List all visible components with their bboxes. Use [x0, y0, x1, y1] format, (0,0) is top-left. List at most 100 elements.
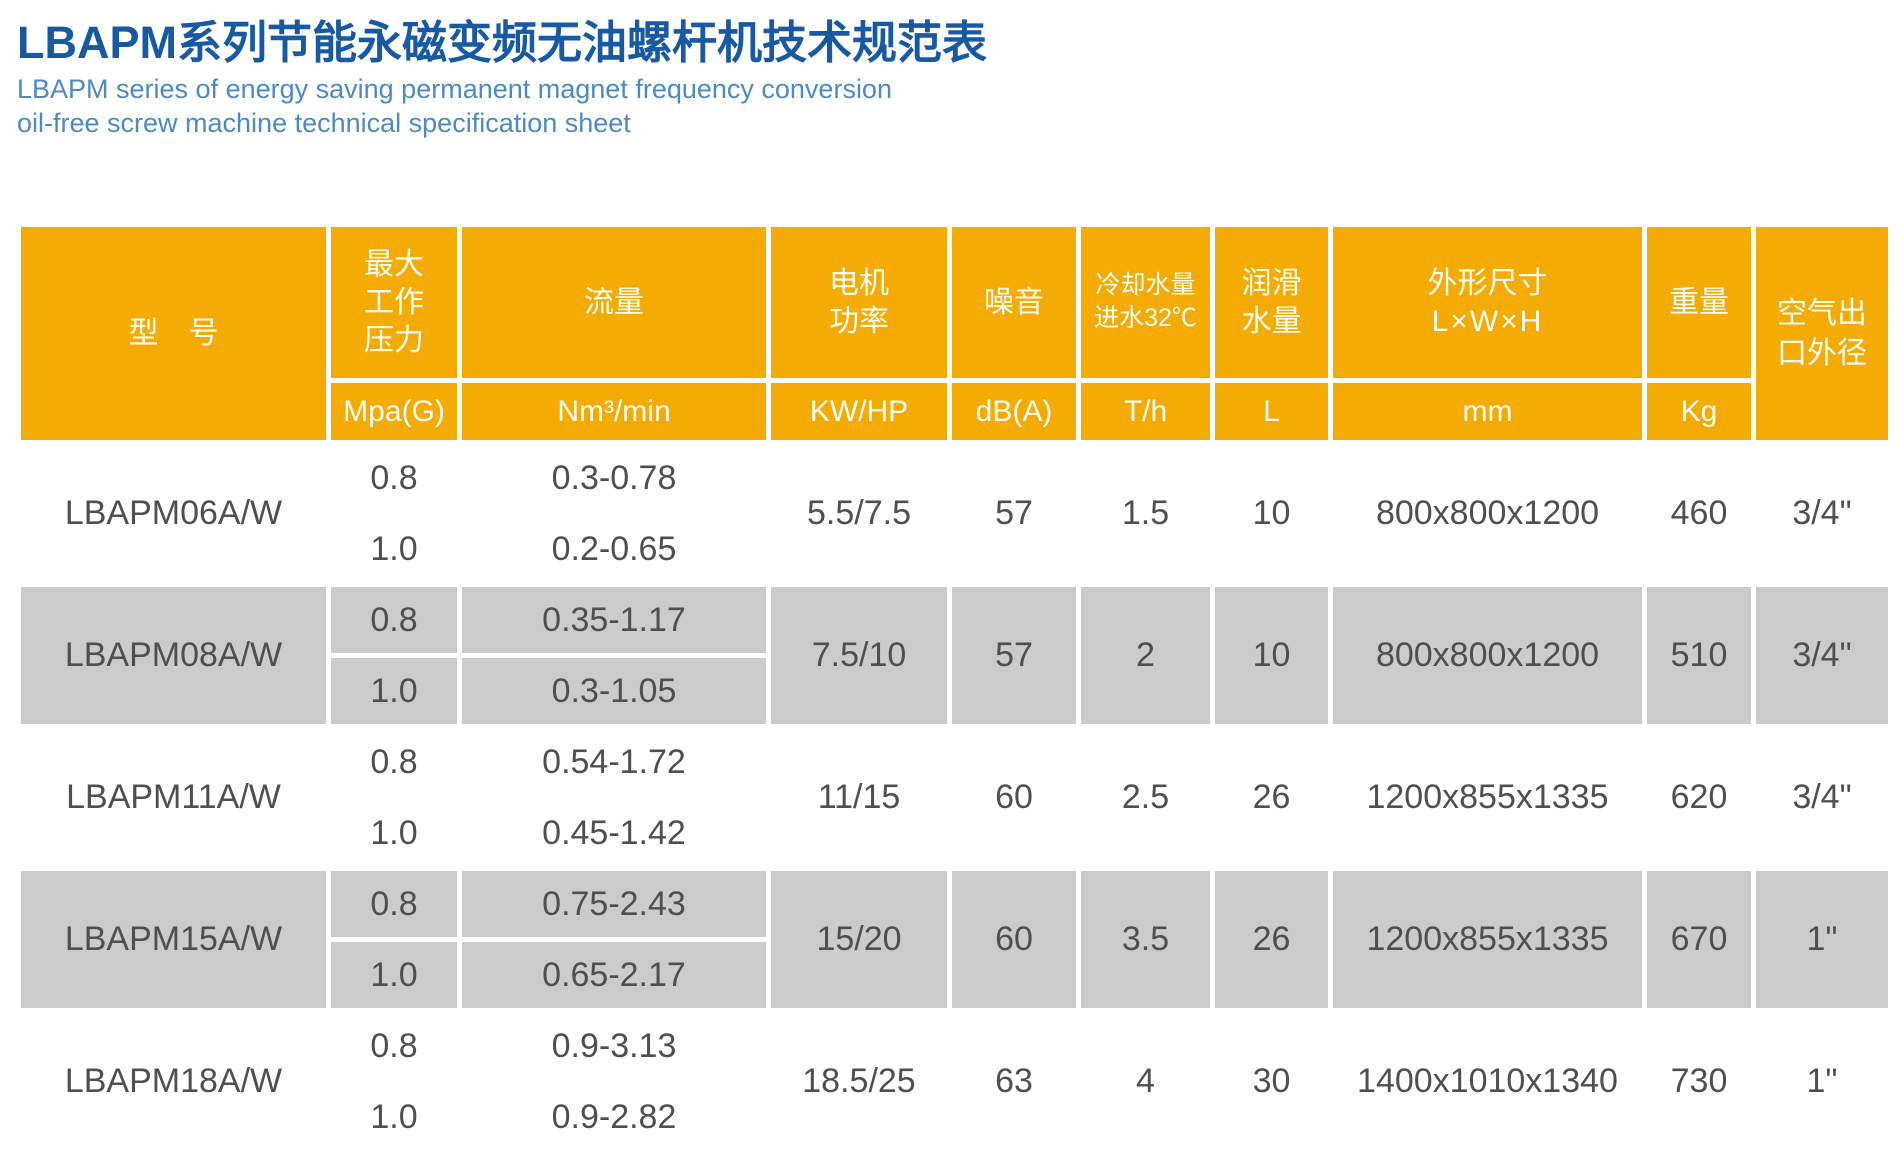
cell-noise: 60	[947, 866, 1081, 1013]
table-row: 1.0 0.45-1.42	[19, 795, 1891, 871]
col-header-dims-lwh: L×W×H	[1431, 304, 1544, 338]
unit-dims: mm	[1328, 378, 1647, 445]
cell-noise: 60	[947, 724, 1081, 871]
cell-pressure: 0.8	[326, 582, 462, 658]
col-header-cooling-label: 冷却水量进水32℃	[1094, 271, 1197, 332]
cell-lube: 26	[1210, 724, 1333, 871]
cell-pressure: 1.0	[326, 1079, 462, 1155]
cell-air-outlet: 1"	[1751, 1008, 1893, 1155]
cell-dims: 800x800x1200	[1328, 582, 1647, 729]
cell-dims: 800x800x1200	[1328, 440, 1647, 587]
col-header-noise: 噪音	[947, 222, 1081, 383]
cell-model: LBAPM11A/W	[16, 724, 331, 871]
cell-power: 18.5/25	[766, 1008, 952, 1155]
cell-cooling: 2	[1076, 582, 1215, 729]
cell-noise: 63	[947, 1008, 1081, 1155]
cell-flow: 0.54-1.72	[457, 724, 771, 800]
cell-pressure: 0.8	[326, 440, 462, 516]
cell-flow: 0.9-2.82	[457, 1079, 771, 1155]
col-header-dims: 外形尺寸 L×W×H	[1328, 222, 1647, 383]
col-header-flow: 流量	[457, 222, 771, 383]
cell-power: 15/20	[766, 866, 952, 1013]
cell-power: 7.5/10	[766, 582, 952, 729]
cell-noise: 57	[947, 582, 1081, 729]
table-row: LBAPM11A/W 0.8 0.54-1.72 11/15 60 2.5 26…	[16, 724, 1893, 871]
col-header-pressure: 最大工作压力	[326, 222, 462, 383]
header-row-units: Mpa(G) Nm³/min KW/HP dB(A) T/h L mm Kg	[19, 378, 1891, 445]
page-subtitle-line2: oil-free screw machine technical specifi…	[17, 108, 631, 138]
cell-model: LBAPM08A/W	[16, 582, 331, 729]
cell-pressure: 0.8	[326, 724, 462, 800]
cell-power: 5.5/7.5	[766, 440, 952, 587]
cell-flow: 0.45-1.42	[457, 795, 771, 871]
cell-cooling: 1.5	[1076, 440, 1215, 587]
col-header-lube-label: 润滑水量	[1241, 266, 1302, 338]
cell-lube: 10	[1210, 440, 1333, 587]
cell-pressure: 1.0	[326, 653, 462, 729]
cell-noise: 57	[947, 440, 1081, 587]
unit-weight: Kg	[1642, 378, 1756, 445]
page-title: LBAPM系列节能永磁变频无油螺杆机技术规范表	[17, 17, 987, 68]
cell-model: LBAPM18A/W	[16, 1008, 331, 1155]
header-row-titles: 型 号 最大工作压力 流量 电机功率 噪音 冷却水量进水32℃ 润滑水量 外形尺…	[16, 222, 1893, 445]
table-row: 1.0 0.9-2.82	[19, 1079, 1891, 1155]
cell-cooling: 3.5	[1076, 866, 1215, 1013]
col-header-air-outlet-label: 空气出口外径	[1777, 296, 1867, 370]
cell-model: LBAPM06A/W	[16, 440, 331, 587]
cell-dims: 1400x1010x1340	[1328, 1008, 1647, 1155]
cell-flow: 0.75-2.43	[457, 866, 771, 942]
cell-pressure: 1.0	[326, 511, 462, 587]
table-row: LBAPM15A/W 0.8 0.75-2.43 15/20 60 3.5 26…	[16, 866, 1893, 1013]
unit-flow: Nm³/min	[457, 378, 771, 445]
col-header-power-label: 电机功率	[829, 266, 889, 338]
cell-lube: 10	[1210, 582, 1333, 729]
cell-cooling: 4	[1076, 1008, 1215, 1155]
cell-pressure: 1.0	[326, 795, 462, 871]
col-header-cooling: 冷却水量进水32℃	[1076, 222, 1215, 383]
spec-table: 型 号 最大工作压力 流量 电机功率 噪音 冷却水量进水32℃ 润滑水量 外形尺…	[16, 222, 1893, 1155]
table-row: LBAPM06A/W 0.8 0.3-0.78 5.5/7.5 57 1.5 1…	[16, 440, 1893, 587]
table-row: LBAPM08A/W 0.8 0.35-1.17 7.5/10 57 2 10 …	[16, 582, 1893, 729]
col-header-pressure-label: 最大工作压力	[364, 247, 424, 357]
cell-air-outlet: 3/4"	[1751, 440, 1893, 587]
page-subtitle-line1: LBAPM series of energy saving permanent …	[17, 74, 892, 104]
cell-flow: 0.35-1.17	[457, 582, 771, 658]
table-row: LBAPM18A/W 0.8 0.9-3.13 18.5/25 63 4 30 …	[16, 1008, 1893, 1155]
col-header-lube: 润滑水量	[1210, 222, 1333, 383]
cell-dims: 1200x855x1335	[1328, 724, 1647, 871]
col-header-power: 电机功率	[766, 222, 952, 383]
table-row: 1.0 0.3-1.05	[19, 653, 1891, 729]
unit-pressure: Mpa(G)	[326, 378, 462, 445]
cell-flow: 0.3-1.05	[457, 653, 771, 729]
cell-dims: 1200x855x1335	[1328, 866, 1647, 1013]
cell-flow: 0.9-3.13	[457, 1008, 771, 1084]
cell-flow: 0.3-0.78	[457, 440, 771, 516]
unit-cooling: T/h	[1076, 378, 1215, 445]
cell-air-outlet: 1"	[1751, 866, 1893, 1013]
unit-noise: dB(A)	[947, 378, 1081, 445]
col-header-model: 型 号	[16, 222, 331, 445]
cell-weight: 460	[1642, 440, 1756, 587]
cell-air-outlet: 3/4"	[1751, 724, 1893, 871]
cell-weight: 620	[1642, 724, 1756, 871]
cell-flow: 0.2-0.65	[457, 511, 771, 587]
cell-pressure: 0.8	[326, 866, 462, 942]
cell-weight: 510	[1642, 582, 1756, 729]
title-block: LBAPM系列节能永磁变频无油螺杆机技术规范表 LBAPM series of …	[17, 14, 987, 140]
cell-air-outlet: 3/4"	[1751, 582, 1893, 729]
cell-power: 11/15	[766, 724, 952, 871]
unit-power: KW/HP	[766, 378, 952, 445]
unit-lube: L	[1210, 378, 1333, 445]
cell-lube: 30	[1210, 1008, 1333, 1155]
cell-lube: 26	[1210, 866, 1333, 1013]
col-header-air-outlet: 空气出口外径	[1751, 222, 1893, 445]
table-row: 1.0 0.2-0.65	[19, 511, 1891, 587]
cell-cooling: 2.5	[1076, 724, 1215, 871]
table-row: 1.0 0.65-2.17	[19, 937, 1891, 1013]
cell-flow: 0.65-2.17	[457, 937, 771, 1013]
cell-weight: 670	[1642, 866, 1756, 1013]
cell-weight: 730	[1642, 1008, 1756, 1155]
cell-pressure: 1.0	[326, 937, 462, 1013]
cell-pressure: 0.8	[326, 1008, 462, 1084]
col-header-dims-zh: 外形尺寸	[1427, 266, 1548, 300]
